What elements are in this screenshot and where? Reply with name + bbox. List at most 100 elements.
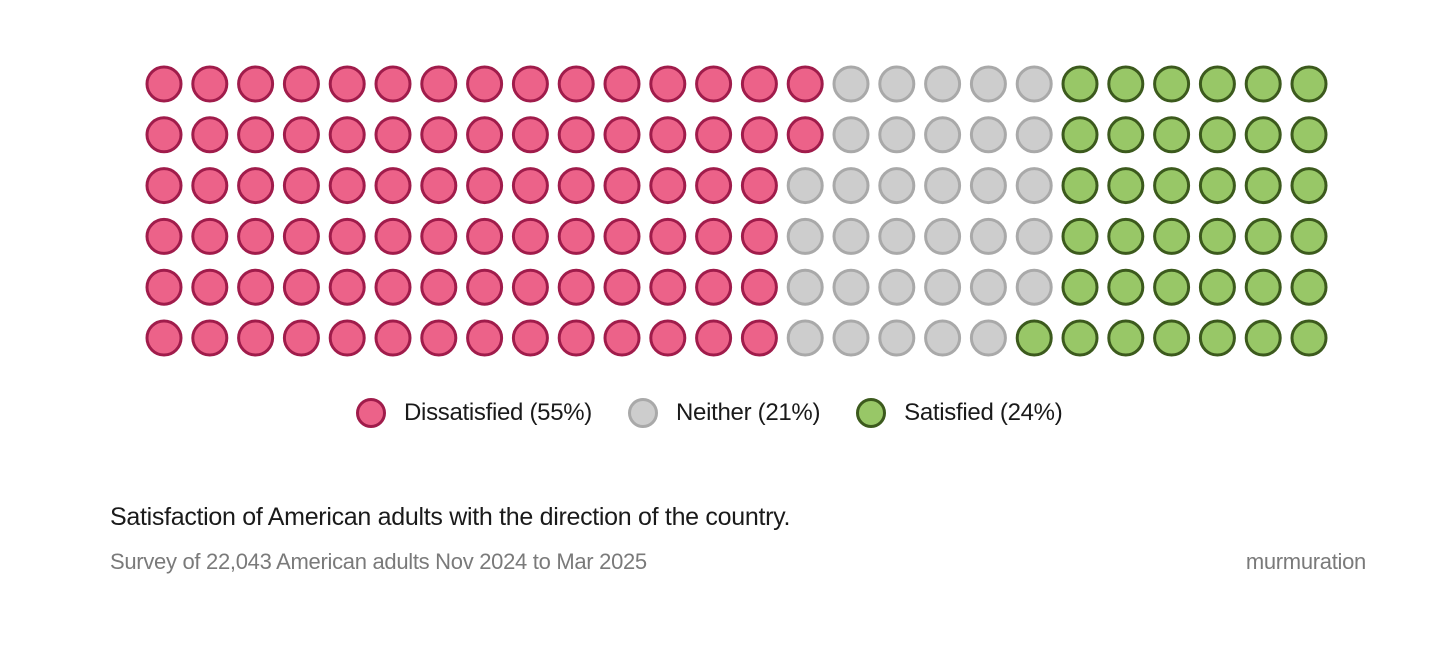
waffle-dot-dissatisfied — [328, 65, 366, 103]
waffle-dot-neither — [1015, 268, 1053, 306]
waffle-dot-neither — [786, 319, 824, 357]
waffle-dot-satisfied — [1153, 217, 1191, 255]
waffle-dot-dissatisfied — [237, 116, 275, 154]
waffle-dot-dissatisfied — [282, 65, 320, 103]
waffle-dot-neither — [924, 65, 962, 103]
waffle-dot-dissatisfied — [282, 116, 320, 154]
waffle-dot-dissatisfied — [282, 319, 320, 357]
legend-label-satisfied: Satisfied (24%) — [904, 399, 1063, 426]
waffle-dot-dissatisfied — [603, 65, 641, 103]
waffle-dot-dissatisfied — [191, 116, 229, 154]
waffle-dot-dissatisfied — [557, 65, 595, 103]
waffle-dot-neither — [969, 65, 1007, 103]
waffle-dot-dissatisfied — [145, 319, 183, 357]
waffle-dot-dissatisfied — [695, 319, 733, 357]
waffle-dot-dissatisfied — [649, 217, 687, 255]
waffle-dot-satisfied — [1290, 268, 1328, 306]
waffle-dot-satisfied — [1061, 268, 1099, 306]
waffle-dot-satisfied — [1290, 319, 1328, 357]
waffle-dot-satisfied — [1198, 116, 1236, 154]
waffle-dot-dissatisfied — [145, 65, 183, 103]
waffle-dot-neither — [832, 319, 870, 357]
waffle-dot-dissatisfied — [695, 268, 733, 306]
waffle-dot-dissatisfied — [420, 167, 458, 205]
waffle-dot-dissatisfied — [649, 319, 687, 357]
waffle-dot-neither — [969, 167, 1007, 205]
legend-swatch-dissatisfied — [356, 398, 386, 428]
waffle-dot-satisfied — [1244, 167, 1282, 205]
waffle-dot-dissatisfied — [603, 167, 641, 205]
legend-item-neither: Neither (21%) — [628, 398, 820, 428]
waffle-dot-dissatisfied — [740, 217, 778, 255]
waffle-dot-dissatisfied — [237, 217, 275, 255]
waffle-dot-satisfied — [1107, 319, 1145, 357]
waffle-dot-dissatisfied — [695, 116, 733, 154]
waffle-dot-dissatisfied — [145, 268, 183, 306]
waffle-dot-dissatisfied — [328, 116, 366, 154]
waffle-dot-dissatisfied — [603, 319, 641, 357]
waffle-dot-neither — [786, 217, 824, 255]
waffle-dot-satisfied — [1061, 167, 1099, 205]
waffle-dot-satisfied — [1290, 217, 1328, 255]
waffle-dot-dissatisfied — [511, 167, 549, 205]
waffle-dot-dissatisfied — [740, 268, 778, 306]
waffle-dot-satisfied — [1107, 217, 1145, 255]
waffle-dot-neither — [1015, 116, 1053, 154]
waffle-dot-dissatisfied — [374, 268, 412, 306]
waffle-dot-dissatisfied — [191, 167, 229, 205]
waffle-dot-dissatisfied — [786, 116, 824, 154]
waffle-dot-dissatisfied — [695, 65, 733, 103]
waffle-dot-dissatisfied — [557, 319, 595, 357]
waffle-dot-satisfied — [1153, 167, 1191, 205]
waffle-dot-satisfied — [1107, 65, 1145, 103]
waffle-dot-dissatisfied — [282, 268, 320, 306]
waffle-dot-neither — [832, 167, 870, 205]
waffle-dot-satisfied — [1107, 116, 1145, 154]
waffle-dot-neither — [878, 167, 916, 205]
waffle-dot-satisfied — [1153, 268, 1191, 306]
waffle-dot-neither — [924, 116, 962, 154]
waffle-dot-satisfied — [1015, 319, 1053, 357]
waffle-dot-satisfied — [1290, 167, 1328, 205]
waffle-dot-satisfied — [1061, 319, 1099, 357]
waffle-dot-dissatisfied — [374, 319, 412, 357]
waffle-dot-dissatisfied — [603, 268, 641, 306]
waffle-dot-satisfied — [1061, 217, 1099, 255]
waffle-dot-dissatisfied — [466, 65, 504, 103]
waffle-dot-satisfied — [1198, 319, 1236, 357]
waffle-dot-satisfied — [1153, 319, 1191, 357]
waffle-dot-neither — [924, 167, 962, 205]
waffle-dot-dissatisfied — [191, 268, 229, 306]
waffle-dot-satisfied — [1244, 65, 1282, 103]
waffle-dot-dissatisfied — [282, 217, 320, 255]
legend-label-neither: Neither (21%) — [676, 399, 821, 426]
waffle-dot-satisfied — [1153, 116, 1191, 154]
waffle-dot-dissatisfied — [237, 268, 275, 306]
waffle-dot-dissatisfied — [557, 167, 595, 205]
waffle-dot-dissatisfied — [603, 116, 641, 154]
waffle-dot-dissatisfied — [466, 167, 504, 205]
waffle-dot-dissatisfied — [649, 116, 687, 154]
waffle-dot-dissatisfied — [420, 116, 458, 154]
waffle-dot-dissatisfied — [603, 217, 641, 255]
waffle-dot-dissatisfied — [282, 167, 320, 205]
waffle-dot-dissatisfied — [511, 319, 549, 357]
waffle-dot-neither — [878, 319, 916, 357]
waffle-dot-neither — [924, 268, 962, 306]
legend: Dissatisfied (55%) Neither (21%) Satisfi… — [356, 394, 1063, 432]
waffle-dot-dissatisfied — [466, 319, 504, 357]
waffle-dot-dissatisfied — [237, 65, 275, 103]
waffle-dot-dissatisfied — [740, 319, 778, 357]
waffle-dot-dissatisfied — [695, 217, 733, 255]
waffle-dot-dissatisfied — [328, 268, 366, 306]
waffle-dot-satisfied — [1107, 167, 1145, 205]
waffle-dot-neither — [924, 217, 962, 255]
waffle-dot-dissatisfied — [420, 268, 458, 306]
waffle-dot-neither — [832, 217, 870, 255]
waffle-dot-dissatisfied — [649, 65, 687, 103]
waffle-dot-neither — [786, 167, 824, 205]
waffle-dot-dissatisfied — [145, 217, 183, 255]
waffle-dot-dissatisfied — [374, 116, 412, 154]
waffle-dot-satisfied — [1198, 167, 1236, 205]
waffle-dot-dissatisfied — [649, 268, 687, 306]
